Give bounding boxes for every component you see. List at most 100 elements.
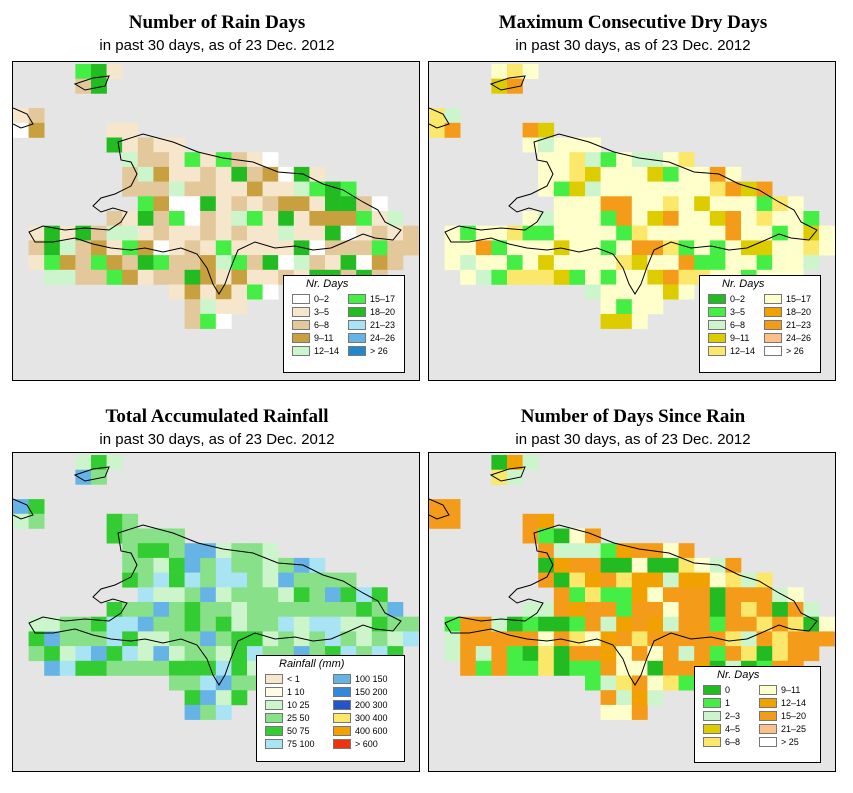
grid-cell [91, 255, 107, 271]
grid-cell [91, 660, 107, 676]
grid-cell [278, 587, 295, 603]
grid-cell [709, 255, 726, 271]
grid-cell [184, 660, 201, 676]
grid-cell [200, 196, 217, 212]
grid-cell [444, 631, 461, 647]
grid-cell [106, 122, 123, 138]
grid-cell [600, 690, 617, 706]
grid-cell [507, 616, 523, 632]
grid-cell [491, 240, 508, 256]
grid-cell [647, 631, 664, 647]
grid-cell [278, 166, 295, 182]
grid-cell [153, 152, 170, 168]
grid-cell [200, 225, 217, 241]
grid-cell [278, 631, 295, 647]
grid-cell [325, 225, 341, 241]
grid-cell [28, 499, 45, 515]
grid-cell [371, 255, 388, 271]
grid-cell [600, 299, 617, 315]
grid-cell [293, 572, 310, 588]
grid-cell [184, 704, 201, 720]
grid-cell [787, 196, 804, 212]
grid-cell [585, 284, 601, 300]
grid-cell [756, 602, 773, 617]
grid-cell [169, 181, 185, 197]
grid-cell [231, 602, 248, 617]
grid-cell [293, 587, 310, 603]
grid-cell [106, 646, 123, 662]
legend-swatch [333, 674, 351, 684]
grid-cell [106, 455, 123, 470]
legend-title: Nr. Days [306, 278, 349, 290]
legend-label: 2–3 [725, 711, 741, 721]
grid-cell [694, 616, 711, 632]
grid-cell [247, 166, 263, 182]
grid-cell [184, 240, 201, 256]
grid-cell [647, 196, 664, 212]
grid-cell [262, 572, 279, 588]
grid-cell [616, 616, 633, 632]
grid-cell [200, 299, 217, 315]
grid-cell [678, 587, 695, 603]
grid-cell [553, 225, 570, 241]
grid-cell [678, 255, 695, 271]
grid-cell [106, 528, 123, 544]
grid-cell [709, 181, 726, 197]
grid-cell [631, 299, 648, 315]
legend-swatch [348, 307, 366, 317]
legend-label: 15–17 [370, 294, 396, 304]
grid-cell [507, 78, 523, 94]
grid-cell [59, 255, 76, 271]
grid-cell [460, 225, 477, 241]
coastline-cuba [13, 498, 34, 520]
grid-cell [647, 660, 664, 676]
grid-cell [616, 152, 633, 168]
legend-item: 9–11 [759, 685, 800, 696]
grid-cell [184, 675, 201, 691]
grid-cell [200, 675, 217, 691]
grid-cell [231, 631, 248, 647]
map-legend: Nr. Days 0–2 3–5 6–8 9–11 12–14 15–17 18–20 21–2… [283, 275, 405, 373]
grid-cell [153, 528, 170, 544]
grid-cell [371, 211, 388, 226]
grid-cell [585, 211, 601, 226]
grid-cell [741, 225, 757, 241]
grid-cell [137, 196, 154, 212]
grid-cell [200, 166, 217, 182]
grid-cell [569, 152, 586, 168]
grid-cell [600, 675, 617, 691]
grid-cell [200, 690, 217, 706]
grid-cell [538, 269, 555, 285]
grid-cell [585, 631, 601, 647]
grid-cell [184, 166, 201, 182]
grid-cell [340, 616, 357, 632]
grid-cell [215, 299, 232, 315]
grid-cell [647, 211, 664, 226]
grid-cell [75, 646, 92, 662]
grid-cell [137, 211, 154, 226]
grid-cell [647, 602, 664, 617]
grid-cell [200, 704, 217, 720]
legend-swatch [348, 320, 366, 330]
grid-cell [200, 557, 217, 573]
grid-cell [569, 631, 586, 647]
grid-cell [538, 557, 555, 573]
legend-label: 9–11 [781, 685, 801, 695]
grid-cell [756, 646, 773, 662]
grid-cell [215, 572, 232, 588]
grid-cell [91, 64, 107, 79]
grid-cell [75, 240, 92, 256]
grid-cell [647, 299, 664, 315]
grid-cell [262, 631, 279, 647]
grid-cell [709, 211, 726, 226]
grid-cell [694, 646, 711, 662]
grid-cell [616, 557, 633, 573]
grid-cell [200, 646, 217, 662]
grid-cell [106, 513, 123, 529]
grid-cell [231, 660, 248, 676]
grid-cell [600, 602, 617, 617]
map-grid [429, 455, 835, 720]
legend-label: > 600 [355, 739, 378, 749]
grid-cell [772, 211, 789, 226]
grid-cell [616, 704, 633, 720]
